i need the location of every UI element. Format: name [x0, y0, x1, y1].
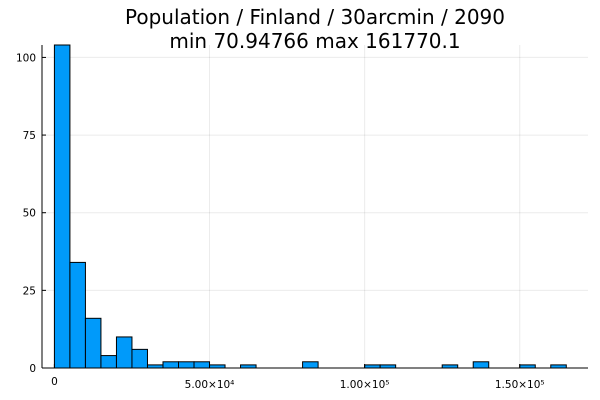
chart-subtitle: min 70.94766 max 161770.1	[169, 29, 460, 53]
x-tick-label-1: 5.00×10⁴	[185, 379, 235, 391]
axes	[41, 45, 588, 369]
histogram-bar-7	[162, 361, 179, 369]
y-tick-label-0: 0	[29, 363, 36, 375]
y-tick-label-1: 25	[23, 285, 36, 297]
histogram-bar-5	[131, 348, 148, 369]
chart-title: Population / Finland / 30arcmin / 2090	[125, 5, 505, 29]
histogram-bar-16	[472, 361, 490, 369]
histogram-bar-4	[115, 336, 133, 369]
histogram-bar-12	[302, 361, 319, 369]
histogram-bar-2	[84, 317, 102, 369]
y-tick-label-4: 100	[16, 52, 36, 64]
y-tick-label-3: 75	[23, 130, 36, 142]
tick-labels: 0 25 50 75 100 0 5.00×10⁴ 1.00×10⁵ 1.50×10⁵	[16, 52, 545, 391]
y-tick-label-2: 50	[23, 208, 36, 220]
histogram-bar-0	[53, 44, 71, 369]
histogram-bar-1	[69, 261, 86, 369]
grid-lines	[42, 45, 588, 369]
x-tick-label-0: 0	[51, 376, 58, 388]
histogram-bar-9	[193, 361, 211, 369]
x-tick-label-3: 1.50×10⁵	[495, 379, 545, 391]
histogram-bar-3	[100, 355, 117, 369]
histogram-bar-8	[178, 361, 195, 369]
bars	[53, 44, 567, 369]
x-tick-label-2: 1.00×10⁵	[340, 379, 390, 391]
